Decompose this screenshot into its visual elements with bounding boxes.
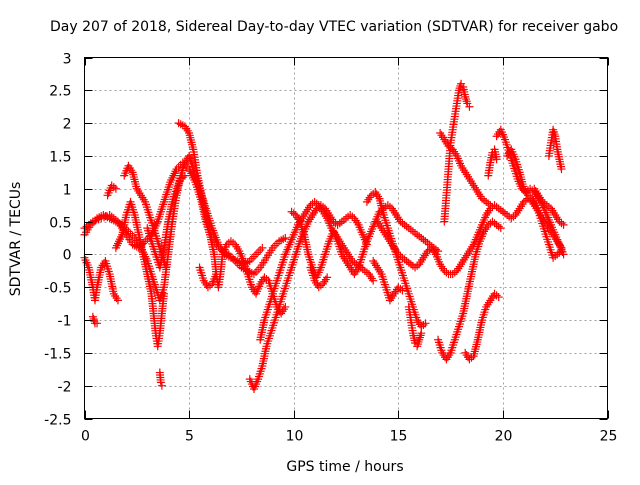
series-arc-18	[404, 302, 426, 351]
series-arc-23	[461, 289, 503, 364]
series-arc-26	[503, 145, 566, 262]
data-point	[113, 296, 122, 305]
x-tick-label: 0	[81, 429, 90, 445]
x-tick-label: 15	[390, 429, 408, 445]
x-axis-label: GPS time / hours	[286, 459, 403, 475]
data-point	[111, 184, 120, 193]
series-arc-27	[544, 125, 566, 174]
series-arc-8	[155, 368, 166, 390]
data-point	[258, 243, 267, 252]
data-point	[559, 220, 568, 229]
series-arc-25	[484, 145, 501, 180]
data-point	[156, 378, 165, 387]
tick-labels: 0 5 10 15 20 25 -2.5 -2 -1.5 -1 -0.5 0 0.5 1 1.5 2 2.5 3	[44, 52, 617, 445]
data-point	[557, 247, 566, 256]
y-tick-label: -1.5	[44, 347, 71, 363]
series-arc-5	[111, 197, 168, 351]
data-point	[486, 201, 495, 210]
y-tick-label: 3	[63, 52, 72, 68]
y-tick-label: -0.5	[44, 281, 71, 297]
y-tick-label: 0.5	[49, 216, 71, 232]
series-arc-12	[245, 201, 371, 393]
series-arc-4	[88, 312, 102, 328]
series-arc-3	[80, 253, 122, 305]
y-tick-label: -1	[58, 314, 72, 330]
series-arc-11	[195, 263, 221, 292]
chart-title: Day 207 of 2018, Sidereal Day-to-day VTE…	[50, 19, 618, 35]
x-tick-label: 5	[185, 429, 194, 445]
y-tick-label: -2	[58, 380, 72, 396]
y-tick-label: 1.5	[49, 150, 71, 166]
data-point	[465, 102, 474, 111]
series-arc-9	[174, 119, 290, 318]
series-arc-6	[120, 161, 171, 272]
data-point	[421, 319, 430, 328]
data-point	[157, 381, 166, 390]
data-point	[492, 155, 501, 164]
x-tick-label: 25	[600, 429, 618, 445]
data-point	[180, 171, 189, 180]
data-point	[557, 165, 566, 174]
data-point	[369, 276, 378, 285]
y-tick-label: 1	[63, 183, 72, 199]
x-tick-label: 10	[286, 429, 304, 445]
data-point	[398, 286, 407, 295]
series-arc-22	[434, 217, 505, 364]
y-tick-label: -2.5	[44, 413, 71, 429]
y-tick-label: 2	[63, 117, 72, 133]
data-point	[281, 234, 290, 242]
data-point	[93, 319, 102, 328]
series-arc-17	[369, 256, 407, 305]
y-axis-label: SDTVAR / TECUs	[8, 182, 24, 297]
series-arc-15	[306, 263, 332, 292]
x-tick-label: 20	[495, 429, 513, 445]
series-arc-14	[287, 201, 443, 282]
series-arc-21	[440, 79, 474, 226]
plot-frame	[84, 57, 608, 419]
series-arc-10	[143, 171, 189, 272]
data-point	[494, 293, 503, 302]
y-tick-label: 2.5	[49, 84, 71, 100]
series-arc-28	[530, 184, 568, 229]
data-point	[496, 224, 505, 233]
y-tick-label: 0	[63, 248, 72, 264]
series-arc-7	[103, 181, 120, 200]
tick-marks	[84, 57, 609, 420]
series-arc-16	[362, 188, 430, 331]
data-point	[417, 329, 426, 338]
data-point	[212, 270, 221, 279]
data-point	[323, 273, 332, 282]
data-point	[159, 289, 168, 298]
